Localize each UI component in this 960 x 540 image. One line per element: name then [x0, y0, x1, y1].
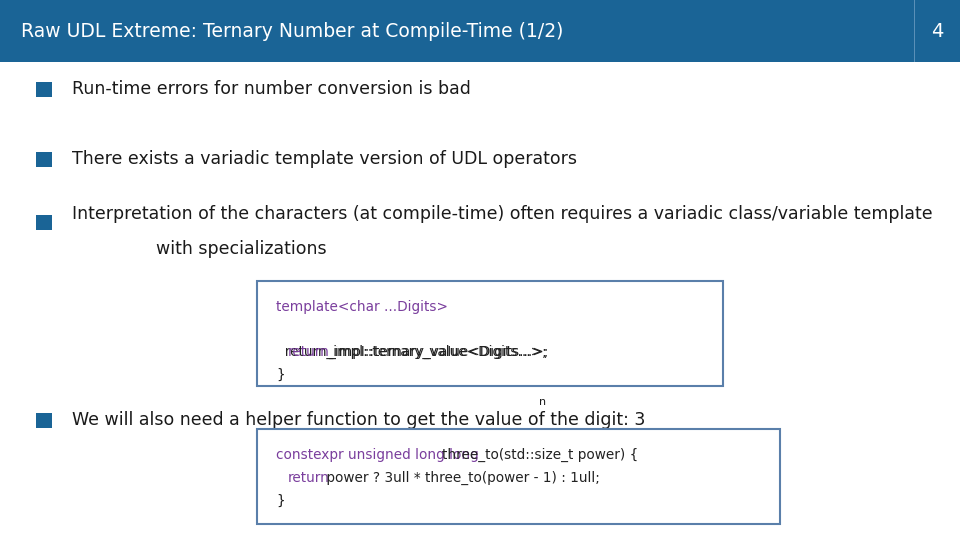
Text: with specializations: with specializations: [156, 240, 327, 259]
FancyBboxPatch shape: [0, 0, 960, 62]
Text: return: return: [288, 471, 330, 485]
Text: operator"" _ternary() {: operator"" _ternary() {: [443, 322, 598, 336]
Text: We will also need a helper function to get the value of the digit: 3: We will also need a helper function to g…: [72, 411, 645, 429]
Text: return: return: [288, 345, 330, 359]
FancyBboxPatch shape: [36, 82, 52, 97]
Text: }: }: [276, 494, 285, 508]
Text: Interpretation of the characters (at compile-time) often requires a variadic cla: Interpretation of the characters (at com…: [72, 205, 932, 224]
Text: power ? 3ull * three_to(power - 1) : 1ull;: power ? 3ull * three_to(power - 1) : 1ul…: [323, 471, 600, 485]
Text: return: return: [276, 345, 331, 359]
Text: three_to(std::size_t power) {: three_to(std::size_t power) {: [443, 448, 638, 462]
FancyBboxPatch shape: [36, 215, 52, 230]
FancyBboxPatch shape: [914, 0, 915, 62]
FancyBboxPatch shape: [276, 320, 708, 346]
FancyBboxPatch shape: [36, 152, 52, 167]
Text: There exists a variadic template version of UDL operators: There exists a variadic template version…: [72, 150, 577, 168]
Text: 4: 4: [931, 22, 943, 40]
Text: template<char ...Digits>: template<char ...Digits>: [276, 300, 448, 314]
FancyBboxPatch shape: [257, 429, 780, 524]
Text: constexpr unsigned long long: constexpr unsigned long long: [276, 322, 484, 336]
FancyBboxPatch shape: [36, 413, 52, 428]
Text: _impl::ternary_value<Digits...>;: _impl::ternary_value<Digits...>;: [328, 345, 548, 359]
Text: Raw UDL Extreme: Ternary Number at Compile-Time (1/2): Raw UDL Extreme: Ternary Number at Compi…: [21, 22, 564, 40]
FancyBboxPatch shape: [257, 281, 723, 386]
Text: }: }: [276, 368, 285, 382]
Text: constexpr unsigned long long: constexpr unsigned long long: [276, 448, 484, 462]
Text: Run-time errors for number conversion is bad: Run-time errors for number conversion is…: [72, 80, 470, 98]
Text: _impl::ternary_value<Digits...>;: _impl::ternary_value<Digits...>;: [323, 345, 547, 359]
Text: n: n: [539, 397, 546, 407]
FancyBboxPatch shape: [0, 62, 960, 540]
